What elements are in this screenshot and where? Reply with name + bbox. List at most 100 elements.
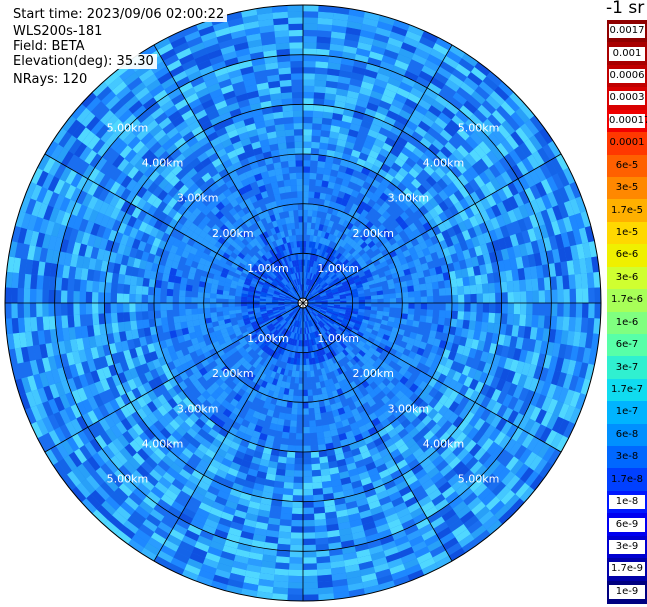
range-gate xyxy=(350,232,358,241)
range-gate xyxy=(240,178,250,187)
range-gate xyxy=(256,242,263,250)
range-gate xyxy=(307,294,313,299)
range-gate xyxy=(427,377,438,388)
range-gate xyxy=(333,348,340,356)
range-gate xyxy=(157,332,166,342)
range-gate xyxy=(326,261,333,268)
range-gate xyxy=(243,265,251,272)
range-gate xyxy=(325,346,331,353)
range-gate xyxy=(243,280,251,286)
range-gate xyxy=(346,344,354,352)
range-gate xyxy=(318,321,324,328)
range-gate xyxy=(206,386,216,396)
range-gate xyxy=(337,316,344,321)
range-gate xyxy=(255,235,263,243)
range-gate xyxy=(372,259,381,267)
range-gate xyxy=(315,531,328,539)
range-gate xyxy=(245,277,252,283)
range-gate xyxy=(367,320,375,327)
range-gate xyxy=(352,274,360,281)
range-gate xyxy=(327,270,334,277)
range-gate xyxy=(179,309,186,316)
range-gate xyxy=(274,226,280,234)
range-gate xyxy=(209,303,217,308)
range-gate xyxy=(253,300,260,303)
range-gate xyxy=(538,303,546,316)
range-gate xyxy=(334,243,341,251)
range-gate xyxy=(232,212,241,221)
range-gate xyxy=(295,439,303,446)
range-gate xyxy=(377,298,384,303)
range-gate xyxy=(169,330,178,339)
range-gate xyxy=(287,229,293,237)
range-gate xyxy=(266,307,273,311)
range-gate xyxy=(315,362,321,370)
range-gate xyxy=(331,314,338,319)
range-gate xyxy=(327,298,334,301)
range-gate xyxy=(228,412,238,422)
range-gate xyxy=(275,287,282,292)
range-gate xyxy=(269,249,276,257)
range-gate xyxy=(91,291,99,303)
range-gate xyxy=(360,357,368,365)
range-gate xyxy=(289,557,303,564)
range-gate xyxy=(160,317,169,326)
range-gate xyxy=(344,290,352,294)
range-gate xyxy=(310,445,319,452)
range-gate xyxy=(312,388,318,396)
range-gate xyxy=(154,295,161,303)
range-gate xyxy=(310,376,316,384)
range-gate xyxy=(286,457,295,465)
range-gate xyxy=(280,257,286,265)
range-gate xyxy=(135,311,143,321)
range-gate xyxy=(475,284,483,294)
range-gate xyxy=(289,48,303,56)
range-gate xyxy=(382,289,390,295)
range-gate xyxy=(311,311,317,317)
range-gate xyxy=(272,391,279,399)
range-gate xyxy=(310,451,320,458)
range-gate xyxy=(185,314,193,322)
range-gate xyxy=(321,303,328,306)
range-gate xyxy=(295,253,299,261)
range-gate xyxy=(403,330,411,338)
range-gate xyxy=(394,399,404,410)
range-gate xyxy=(274,168,283,176)
range-gate xyxy=(315,323,320,330)
range-gate xyxy=(308,314,312,321)
range-gate xyxy=(368,283,376,289)
range-gate xyxy=(367,357,376,366)
range-gate xyxy=(274,404,282,413)
range-gate xyxy=(308,297,315,301)
range-gate xyxy=(272,486,284,495)
range-gate xyxy=(242,343,250,350)
range-gate xyxy=(314,79,327,87)
range-gate xyxy=(304,284,306,291)
range-gate xyxy=(303,48,317,56)
range-gate xyxy=(324,267,331,275)
range-gate xyxy=(424,275,432,284)
range-gate xyxy=(327,304,334,307)
range-gate xyxy=(305,272,308,279)
range-gate xyxy=(130,275,138,286)
range-gate xyxy=(213,409,223,419)
range-gate xyxy=(327,207,334,215)
range-gate xyxy=(192,398,203,409)
range-gate xyxy=(291,319,296,326)
range-gate xyxy=(326,226,332,234)
range-gate xyxy=(388,192,399,202)
range-gate xyxy=(482,303,490,313)
range-gate xyxy=(323,324,330,331)
range-gate xyxy=(357,290,365,295)
range-gate xyxy=(340,298,347,302)
range-gate xyxy=(297,352,301,359)
range-gate xyxy=(513,303,521,315)
range-gate xyxy=(375,399,386,409)
range-gate xyxy=(285,296,292,300)
range-gate xyxy=(482,293,490,303)
range-gate xyxy=(290,288,296,294)
range-gate xyxy=(426,303,434,310)
range-gate xyxy=(222,252,231,260)
range-gate xyxy=(399,220,409,231)
range-gate xyxy=(292,295,299,300)
